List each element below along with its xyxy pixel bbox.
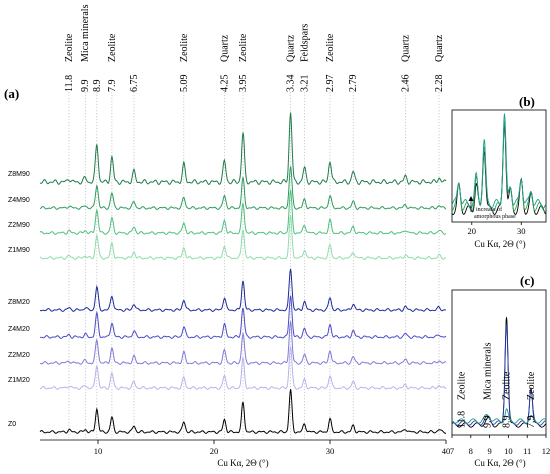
pattern-z8m90	[39, 112, 447, 185]
panel-b-pattern	[451, 120, 546, 212]
pattern-z1m90	[39, 215, 447, 261]
peak-phase-label: Zeolite	[179, 33, 190, 62]
peak-phase-label: Quartz	[400, 34, 411, 62]
x-tick-label: 10	[504, 446, 513, 456]
peak-d-value: 2.28	[434, 75, 445, 93]
sample-label: Z4M90	[8, 197, 30, 204]
panel-a-chart: (a) 11.8 Zeolite 9.9 Mica minerals 8.9 7.9 Zeo…	[4, 4, 450, 468]
panel-a-label: (a)	[4, 86, 19, 101]
arrow-head-icon	[468, 196, 474, 201]
x-tick-label: 10	[94, 446, 103, 456]
sample-label: Z2M90	[8, 222, 30, 229]
panel-c-frame	[451, 289, 547, 436]
peak-phase-label: Zeolite	[325, 33, 336, 62]
sample-label: Z8M20	[8, 299, 30, 306]
panel-b-pattern	[451, 124, 546, 215]
peak-d-value: 3.21	[299, 75, 310, 93]
x-tick-label: 30	[326, 446, 335, 456]
peak-d-value: 8.9	[502, 415, 513, 428]
peak-labels: 11.8 Zeolite 9.9 Mica minerals 8.9 7.9 Zeolite…	[64, 4, 445, 92]
pattern-z0	[39, 389, 447, 434]
peak-d-value: 9.9	[483, 416, 494, 429]
sample-label: Z4M20	[8, 326, 30, 333]
panel-b-pattern	[451, 113, 546, 209]
panel-b-label: (b)	[519, 94, 535, 109]
sample-label: Z1M20	[8, 377, 30, 384]
peak-guide-lines	[68, 92, 440, 438]
x-tick-label: 20	[210, 446, 219, 456]
x-tick-label: 30	[517, 226, 526, 236]
peak-phase-label: Zeolite	[238, 33, 249, 62]
panel-c-label: (c)	[520, 273, 534, 288]
peak-phase-label: Quartz	[434, 34, 445, 62]
x-tick-label: 8	[469, 446, 473, 456]
panel-c-x-label: Cu Kα, 2Θ (°)	[474, 458, 525, 468]
peak-d-value: 3.95	[238, 75, 249, 93]
peak-phase-label: Mica minerals	[483, 342, 494, 400]
x-tick-label: 7	[450, 446, 454, 456]
peak-d-value: 11.8	[64, 75, 75, 92]
diffraction-patterns	[39, 112, 447, 434]
panel-b-frame	[451, 109, 547, 223]
peak-phase-label: Quartz	[286, 34, 297, 62]
x-tick-label: 40	[442, 446, 451, 456]
peak-d-value: 8.9	[92, 80, 103, 93]
pattern-z1m20	[39, 346, 447, 391]
sample-label: Z2M20	[8, 352, 30, 359]
panel-c-chart: (c) 11.8 Zeolite 9.9 Mica minerals 8.9 Zeolit…	[450, 273, 550, 468]
pattern-z4m90	[39, 166, 447, 210]
peak-phase-label: Zeolite	[456, 371, 467, 400]
sample-labels: Z8M90 Z4M90 Z2M90 Z1M90 Z8M20 Z4M20 Z2M20 Z1M20…	[8, 171, 30, 428]
panel-c-ticks: 7 8 9 10 11 12	[450, 435, 550, 456]
x-tick-label: 11	[523, 446, 531, 456]
peak-phase-label: Feldspars	[299, 24, 310, 62]
annotation-line-2: amorphous phase	[474, 214, 516, 220]
peak-d-value: 11.8	[456, 411, 467, 428]
pattern-z8m20	[39, 268, 446, 313]
panel-c-peak-labels: 11.8 Zeolite 9.9 Mica minerals 8.9 Zeolite 7.9…	[456, 342, 537, 428]
peak-d-value: 2.79	[348, 75, 359, 93]
x-axis-ticks: 10 20 30 40	[94, 440, 451, 456]
sample-label: Z0	[8, 421, 16, 428]
peak-d-value: 2.46	[400, 75, 411, 93]
annotation-line-1: increase of	[476, 206, 502, 213]
pattern-z2m20	[39, 321, 447, 366]
panel-b-x-label: Cu Kα, 2Θ (°)	[474, 239, 525, 249]
panel-b-ticks: 20 30	[468, 222, 526, 236]
peak-phase-label: Mica minerals	[80, 4, 91, 62]
panel-b-patterns	[451, 113, 546, 215]
peak-phase-label: Quartz	[219, 34, 230, 62]
x-tick-label: 20	[468, 226, 477, 236]
peak-d-value: 3.34	[286, 75, 297, 93]
panel-c-patterns	[451, 317, 547, 428]
panel-b-chart: (b) increase of amorphous phase 20 30 Cu …	[451, 94, 547, 249]
peak-d-value: 7.9	[107, 80, 118, 93]
peak-d-value: 6.75	[129, 75, 140, 93]
peak-d-value: 2.97	[325, 75, 336, 93]
peak-d-value: 5.09	[179, 75, 190, 93]
panel-c-pattern	[451, 408, 547, 424]
sample-label: Z8M90	[8, 171, 30, 178]
x-axis-label: Cu Kα, 2Θ (°)	[217, 458, 268, 468]
x-tick-label: 9	[487, 446, 491, 456]
peak-phase-label: Zeolite	[107, 33, 118, 62]
sample-label: Z1M90	[8, 247, 30, 254]
peak-phase-label: Zeolite	[502, 371, 513, 400]
peak-d-value: 9.9	[80, 80, 91, 93]
peak-phase-label: Zeolite	[64, 33, 75, 62]
x-tick-label: 12	[542, 446, 550, 456]
peak-d-value: 4.25	[219, 75, 230, 93]
peak-d-value: 7.9	[526, 416, 537, 429]
pattern-z2m90	[39, 189, 447, 235]
pattern-z4m20	[39, 295, 447, 340]
peak-phase-label: Zeolite	[526, 371, 537, 400]
